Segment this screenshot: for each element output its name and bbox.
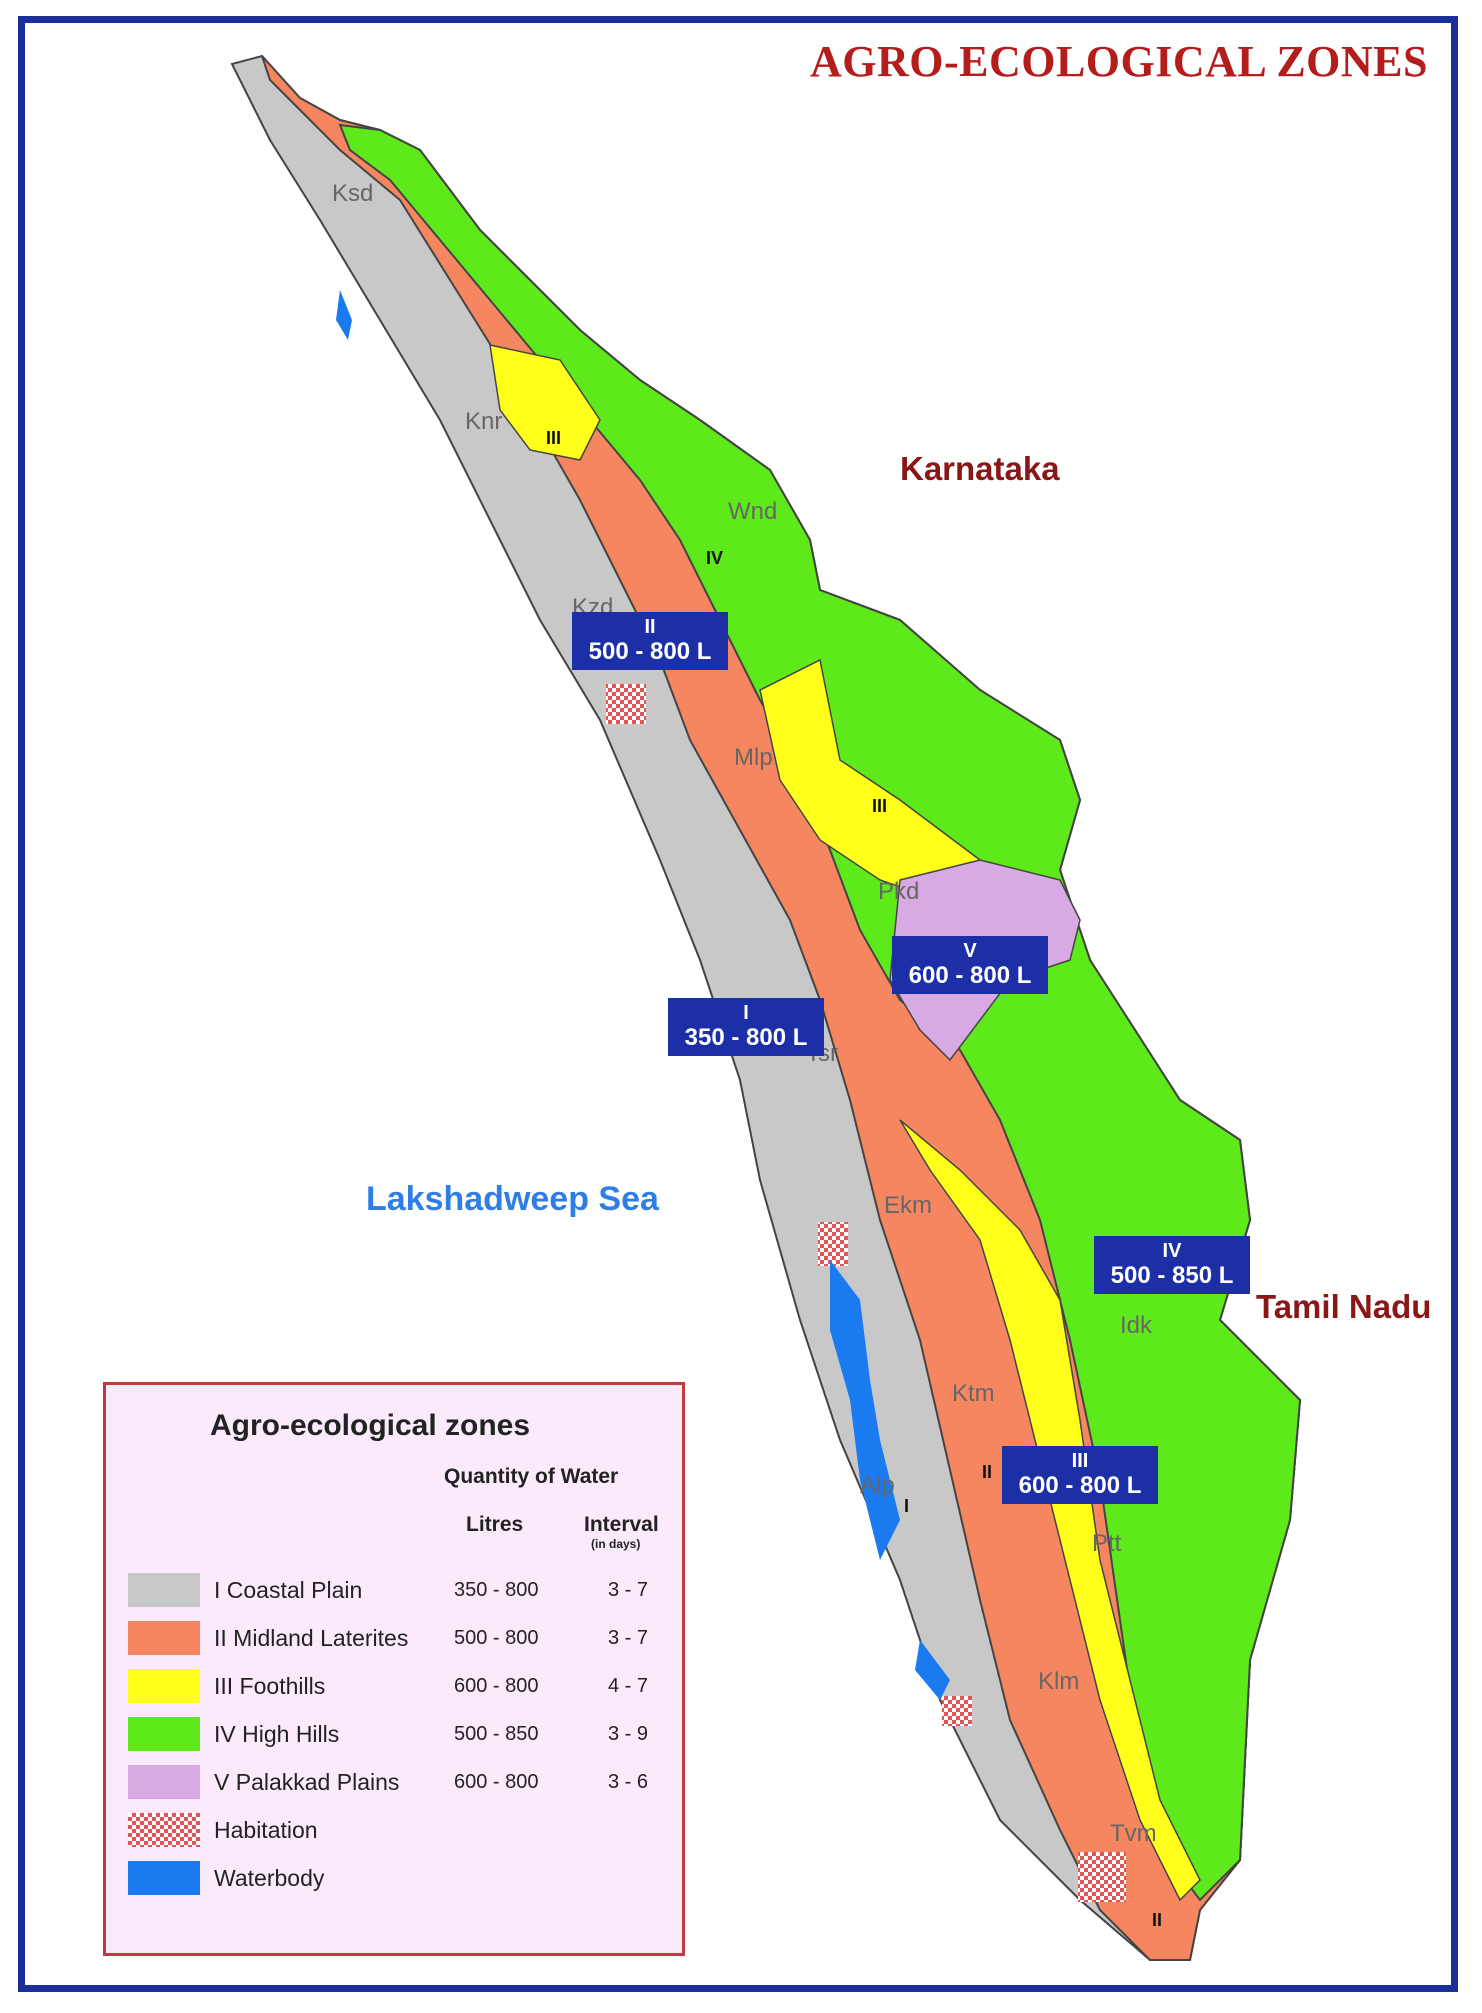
legend-row-label: IV High Hills — [214, 1721, 340, 1747]
district-alp: Alp — [860, 1472, 895, 1499]
legend-swatch — [128, 1717, 200, 1751]
district-tvm: Tvm — [1110, 1820, 1157, 1847]
legend-row-label: III Foothills — [214, 1673, 326, 1699]
zone-numeral-i: I — [904, 1496, 910, 1516]
legend-row-high-hills: IV High Hills 500 - 850 3 - 9 — [128, 1717, 668, 1753]
legend-swatch — [128, 1621, 200, 1655]
zone-numeral-iv: IV — [706, 548, 724, 568]
habitation-kozhikode — [606, 684, 646, 724]
zone-box-v: V 600 - 800 L — [892, 936, 1048, 994]
zone-high-hills — [338, 123, 1302, 1902]
habitation-kochi — [818, 1222, 848, 1266]
zone-box-ii: II 500 - 800 L — [572, 612, 728, 670]
legend-row-interval: 3 - 6 — [608, 1771, 649, 1793]
map-title: AGRO-ECOLOGICAL ZONES — [809, 37, 1428, 86]
legend-swatch — [128, 1861, 200, 1895]
waterbody-north — [336, 290, 352, 340]
legend-row-coastal-plain: I Coastal Plain 350 - 800 3 - 7 — [128, 1573, 668, 1609]
legend-row-interval: 3 - 7 — [608, 1579, 649, 1601]
district-idk: Idk — [1120, 1312, 1153, 1339]
legend-litres-header: Litres — [466, 1513, 524, 1536]
habitation-kollam — [942, 1696, 972, 1726]
district-knr: Knr — [465, 408, 503, 435]
zone-numeral-ii-south: II — [1152, 1910, 1163, 1930]
legend-title: Agro-ecological zones — [210, 1409, 531, 1442]
district-wnd: Wnd — [728, 498, 778, 525]
zone-box-i: I 350 - 800 L — [668, 998, 824, 1056]
legend-row-litres: 600 - 800 — [454, 1771, 539, 1793]
zone-foothills-north — [489, 344, 601, 461]
district-ktm: Ktm — [952, 1380, 995, 1407]
legend-row-interval: 3 - 7 — [608, 1627, 649, 1649]
legend-row-label: Habitation — [214, 1817, 318, 1843]
legend-row-interval: 4 - 7 — [608, 1675, 649, 1697]
district-klm: Klm — [1038, 1668, 1080, 1695]
label-lakshadweep-sea: Lakshadweep Sea — [366, 1180, 659, 1218]
legend-row-palakkad-plains: V Palakkad Plains 600 - 800 3 - 6 — [128, 1765, 668, 1801]
zone-box-iii: III 600 - 800 L — [1002, 1446, 1158, 1504]
legend-row-litres: 350 - 800 — [454, 1579, 539, 1601]
habitation-thiruvananthapuram — [1078, 1852, 1126, 1902]
legend-row-label: Waterbody — [214, 1865, 325, 1891]
label-tamil-nadu: Tamil Nadu — [1256, 1288, 1432, 1325]
district-ekm: Ekm — [884, 1192, 932, 1219]
legend-row-label: II Midland Laterites — [214, 1625, 409, 1651]
zone-foothills-south — [899, 1119, 1201, 1902]
zone-numeral-ii-ktm: II — [982, 1462, 993, 1482]
zone-numeral-iii-north: III — [546, 428, 562, 448]
label-karnataka: Karnataka — [900, 450, 1060, 487]
district-pkd: Pkd — [878, 878, 920, 905]
district-ptt: Ptt — [1092, 1530, 1122, 1557]
legend-swatch — [128, 1765, 200, 1799]
legend-row-foothills: III Foothills 600 - 800 4 - 7 — [128, 1669, 668, 1705]
legend-swatch — [128, 1669, 200, 1703]
legend-row-label: V Palakkad Plains — [214, 1769, 400, 1795]
legend-swatch — [128, 1813, 200, 1847]
waterbody-backwaters — [830, 1260, 900, 1560]
legend-row-habitation: Habitation — [128, 1813, 668, 1849]
district-mlp: Mlp — [734, 744, 773, 771]
legend-row-midland-laterites: II Midland Laterites 500 - 800 3 - 7 — [128, 1621, 668, 1657]
legend-quantity-header: Quantity of Water — [444, 1465, 619, 1488]
district-ksd: Ksd — [332, 180, 374, 207]
legend: Agro-ecological zones Quantity of Water … — [103, 1382, 685, 1956]
legend-row-litres: 600 - 800 — [454, 1675, 539, 1697]
legend-row-interval: 3 - 9 — [608, 1723, 649, 1745]
legend-swatch — [128, 1573, 200, 1607]
legend-row-waterbody: Waterbody — [128, 1861, 668, 1897]
legend-interval-header: Interval — [584, 1513, 659, 1536]
legend-row-label: I Coastal Plain — [214, 1577, 363, 1603]
zone-box-iv: IV 500 - 850 L — [1094, 1236, 1250, 1294]
legend-row-litres: 500 - 850 — [454, 1723, 539, 1745]
waterbody-south — [915, 1640, 950, 1700]
legend-interval-unit: (in days) — [591, 1537, 641, 1551]
legend-row-litres: 500 - 800 — [454, 1627, 539, 1649]
zone-numeral-iii-central: III — [872, 796, 888, 816]
